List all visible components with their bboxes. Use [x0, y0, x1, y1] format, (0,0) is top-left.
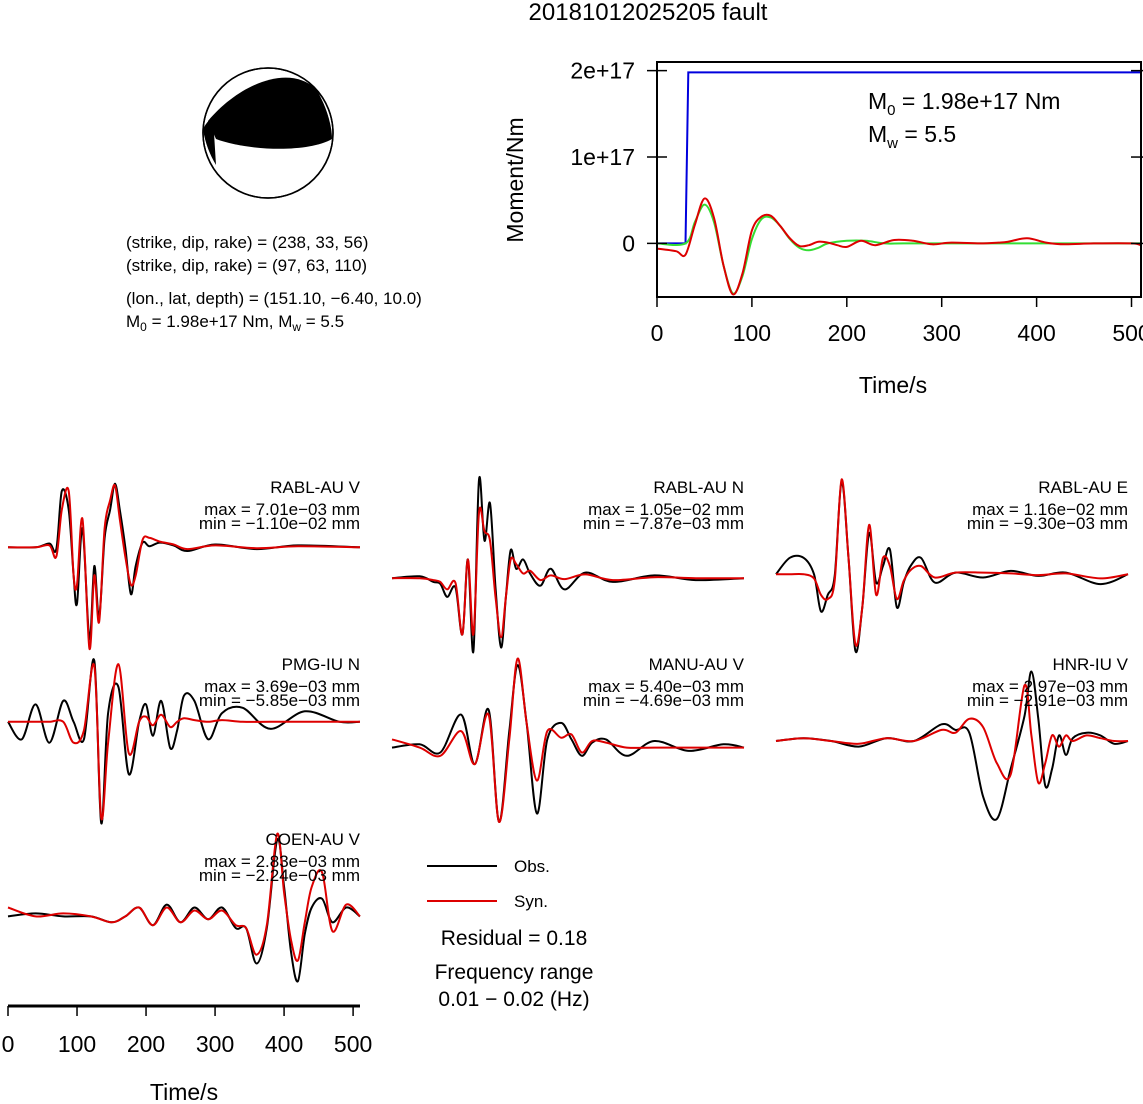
station-label: PMG-IU N [282, 655, 360, 674]
residual-text: Residual = 0.18 [441, 927, 588, 950]
synthetic-trace [7, 832, 361, 962]
waveform-time-axis: 0 100 200 300 400 500 Time/s [2, 1004, 372, 1104]
station-label: MANU-AU V [649, 655, 745, 674]
time-axis-label: Time/s [150, 1079, 218, 1104]
time-axis-tick-label: 200 [127, 1031, 165, 1057]
min-amplitude-label: min = −2.91e−03 mm [967, 691, 1128, 710]
min-amplitude-label: min = −1.10e−02 mm [199, 514, 360, 533]
moment-chart: 0 1e+17 2e+17 0 100 200 300 400 500 Time/s Moment/… [502, 58, 1143, 398]
moment-mw-annotation: Mw = 5.5 [868, 121, 956, 152]
station-label: COEN-AU V [266, 830, 361, 849]
beachball-border [202, 67, 334, 199]
plane2-text: (strike, dip, rake) = (97, 63, 110) [126, 256, 367, 275]
time-axis-tick-label: 500 [334, 1031, 372, 1057]
min-amplitude-label: min = −7.87e−03 mm [583, 514, 744, 533]
legend: Obs. Syn. Residual = 0.18 Frequency rang… [427, 857, 593, 1011]
observed-trace [391, 664, 745, 823]
max-amplitude-label: max = 2.97e−03 mm [972, 677, 1128, 696]
moment-xtick-label: 300 [923, 320, 961, 346]
observed-trace [7, 658, 361, 825]
freq-title: Frequency range [435, 961, 594, 984]
synthetic-trace [391, 657, 744, 823]
station-label: RABL-AU N [653, 478, 744, 497]
moment-ylabel: Moment/Nm [502, 117, 528, 242]
moment-series-blue [657, 71, 1141, 245]
min-amplitude-label: min = −4.69e−03 mm [583, 691, 744, 710]
moment-ytick-label: 1e+17 [570, 144, 635, 170]
synthetic-trace [775, 683, 1129, 785]
max-amplitude-label: max = 7.01e−03 mm [204, 500, 360, 519]
moment-xtick-label: 100 [733, 320, 771, 346]
synthetic-trace [7, 483, 361, 650]
time-axis-tick-label: 100 [58, 1031, 96, 1057]
legend-syn-label: Syn. [514, 892, 548, 911]
moment-plot-frame [656, 61, 1142, 298]
legend-obs-label: Obs. [514, 857, 550, 876]
beachball [202, 67, 334, 199]
time-axis-tick-label: 300 [196, 1031, 234, 1057]
synthetic-trace [7, 662, 360, 821]
time-axis-tick-label: 0 [2, 1031, 15, 1057]
moment-xtick-label: 500 [1112, 320, 1143, 346]
moment-series-green [656, 203, 1141, 295]
time-axis-tick-label: 400 [265, 1031, 303, 1057]
moment-xlabel: Time/s [859, 372, 927, 398]
max-amplitude-label: max = 5.40e−03 mm [588, 677, 744, 696]
beachball-compression-edge [203, 117, 216, 165]
moment-xtick-label: 0 [651, 320, 664, 346]
min-amplitude-label: min = −5.85e−03 mm [199, 691, 360, 710]
moment-xtick-label: 400 [1017, 320, 1055, 346]
max-amplitude-label: max = 2.83e−03 mm [204, 852, 360, 871]
station-label: HNR-IU V [1052, 655, 1128, 674]
max-amplitude-label: max = 1.05e−02 mm [588, 500, 744, 519]
moment-m0-annotation: M0 = 1.98e+17 Nm [868, 88, 1060, 119]
plane1-text: (strike, dip, rake) = (238, 33, 56) [126, 233, 368, 252]
moment-text: M0 = 1.98e+17 Nm, Mw = 5.5 [126, 312, 344, 334]
figure-title: 20181012025205 fault [529, 0, 768, 26]
moment-ytick-label: 0 [622, 230, 635, 256]
synthetic-trace [776, 478, 1129, 647]
max-amplitude-label: max = 1.16e−02 mm [972, 500, 1128, 519]
station-label: RABL-AU V [270, 478, 360, 497]
moment-ytick-label: 2e+17 [570, 58, 635, 84]
synthetic-trace [391, 506, 745, 639]
min-amplitude-label: min = −9.30e−03 mm [967, 514, 1128, 533]
max-amplitude-label: max = 3.69e−03 mm [204, 677, 360, 696]
station-label: RABL-AU E [1038, 478, 1128, 497]
moment-xtick-label: 200 [828, 320, 866, 346]
beachball-compression-quadrant [208, 77, 332, 149]
freq-value: 0.01 − 0.02 (Hz) [438, 988, 589, 1011]
observed-trace [7, 482, 361, 641]
min-amplitude-label: min = −2.24e−03 mm [199, 866, 360, 885]
moment-series-red [656, 197, 1142, 296]
location-text: (lon., lat, depth) = (151.10, −6.40, 10.… [126, 289, 422, 308]
